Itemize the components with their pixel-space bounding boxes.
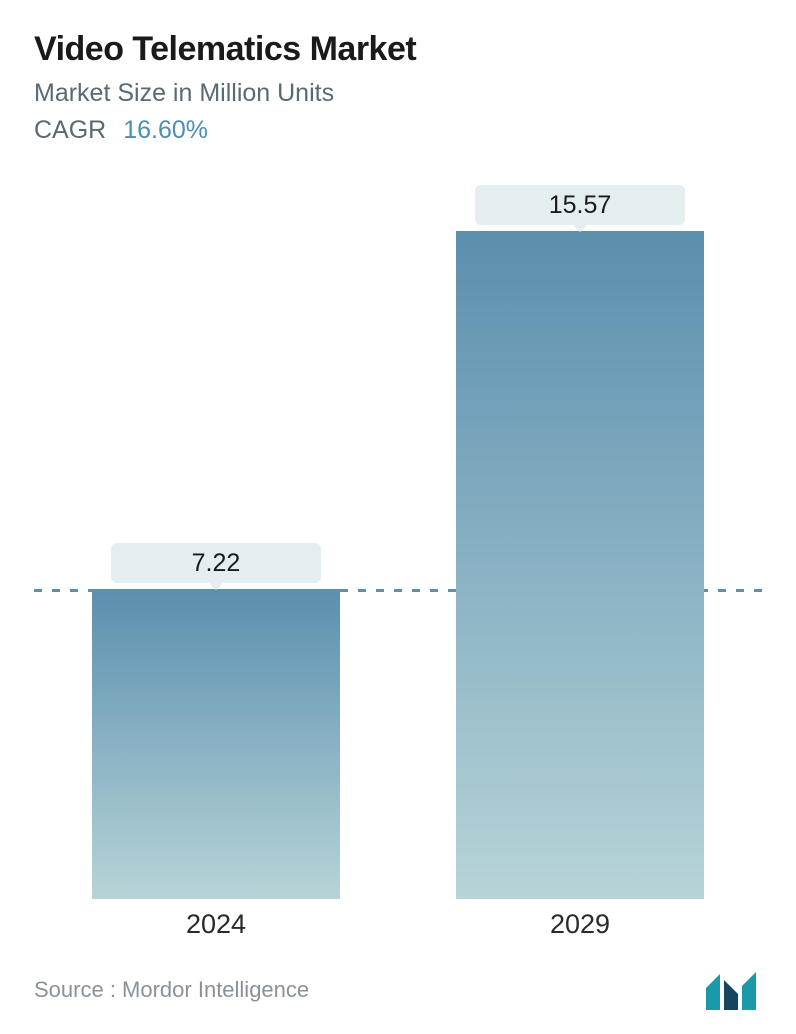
cagr-value: 16.60% bbox=[123, 116, 208, 144]
chart-title: Video Telematics Market bbox=[34, 30, 762, 69]
x-axis-labels: 20242029 bbox=[34, 909, 762, 940]
source-text: Source : Mordor Intelligence bbox=[34, 977, 309, 1003]
cagr-row: CAGR 16.60% bbox=[34, 116, 762, 145]
bar-value-label: 15.57 bbox=[475, 185, 685, 225]
chart-footer: Source : Mordor Intelligence bbox=[34, 966, 762, 1010]
chart-subtitle: Market Size in Million Units bbox=[34, 79, 762, 108]
x-axis-label: 2024 bbox=[34, 909, 398, 940]
bars-row: 7.22 15.57 bbox=[34, 155, 762, 899]
x-axis-label: 2029 bbox=[398, 909, 762, 940]
chart-container: Video Telematics Market Market Size in M… bbox=[0, 0, 796, 1034]
brand-logo-icon bbox=[704, 970, 762, 1010]
bar-value-label: 7.22 bbox=[111, 543, 321, 583]
chart-plot-area: 7.22 15.57 bbox=[34, 155, 762, 899]
cagr-label: CAGR bbox=[34, 116, 106, 144]
bar bbox=[92, 589, 340, 899]
bar bbox=[456, 231, 704, 899]
bar-column: 15.57 bbox=[398, 155, 762, 899]
bar-column: 7.22 bbox=[34, 155, 398, 899]
